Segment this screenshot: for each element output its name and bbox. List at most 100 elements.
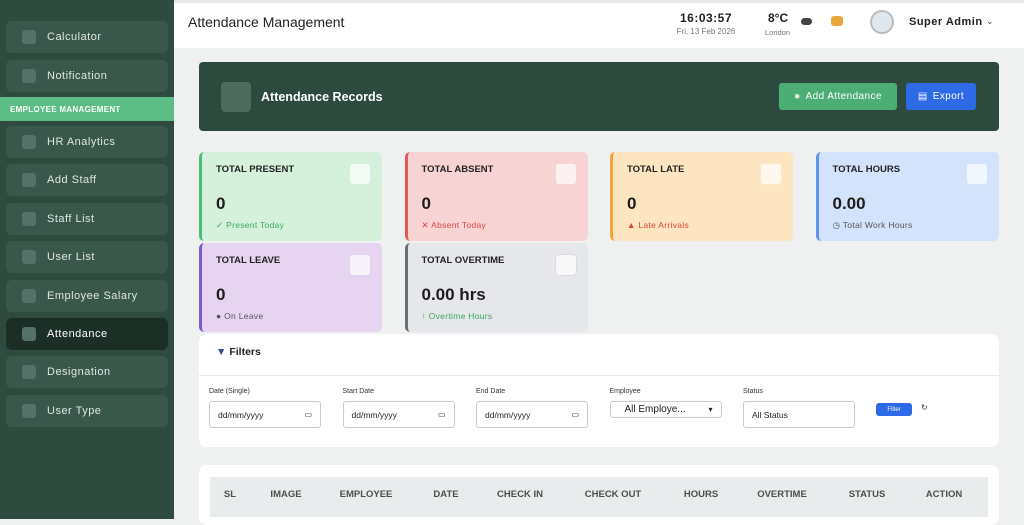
sidebar-item[interactable]: Designation <box>6 356 168 389</box>
input-value: All Employe... <box>624 404 686 415</box>
add-button[interactable]: ● Add Attendance <box>779 83 897 110</box>
button-label: Export <box>932 91 965 102</box>
input-icon: ▾ <box>708 405 713 414</box>
column-header: ACTION <box>925 489 963 500</box>
filter-button[interactable]: Filter <box>876 403 912 416</box>
sidebar-label: HR Analytics <box>47 136 116 148</box>
sidebar-label: User List <box>47 251 95 264</box>
sidebar-section: EMPLOYEE MANAGEMENT <box>0 97 174 121</box>
card-icon <box>554 163 577 185</box>
card-note: ▲ Late Arrivals <box>627 220 690 230</box>
panel-title: Attendance Records <box>261 90 383 104</box>
card-label: TOTAL ABSENT <box>421 164 494 175</box>
field-label: Status <box>743 388 763 395</box>
input-value: All Status <box>752 409 788 420</box>
card-note-text: Absent Today <box>431 220 487 230</box>
card-label: TOTAL LEAVE <box>216 255 281 266</box>
card-icon <box>349 254 371 276</box>
card-value: 0 <box>627 194 637 213</box>
filters-title-text: Filters <box>229 346 261 358</box>
stat-card: TOTAL HOURS 0.00 ◷ Total Work Hours <box>815 152 999 241</box>
filter-input[interactable]: dd/mm/yyyy ▭ <box>342 401 455 428</box>
sidebar-item[interactable]: Calculator <box>6 21 168 53</box>
clock-date: Fri, 13 Feb 2026 <box>676 27 736 36</box>
input-icon: ▭ <box>304 410 312 419</box>
sidebar-item[interactable]: Add Staff <box>6 164 168 197</box>
sidebar-icon <box>22 211 36 226</box>
stat-card: TOTAL ABSENT 0 ✕ Absent Today <box>404 152 588 241</box>
filter-input[interactable]: dd/mm/yyyy ▭ <box>476 401 588 428</box>
sidebar-icon <box>22 288 36 303</box>
sidebar-item[interactable]: User List <box>6 241 168 274</box>
card-value: 0.00 hrs <box>421 285 486 304</box>
filters-title: ▼ Filters <box>216 346 261 358</box>
card-note: ✓ Present Today <box>216 220 285 230</box>
filters-panel: ▼ Filters Filter ↻ <box>199 334 999 447</box>
sidebar-label: Add Staff <box>47 174 97 187</box>
card-note-text: Present Today <box>226 220 285 230</box>
sidebar-icon <box>22 250 36 265</box>
input-value: dd/mm/yyyy <box>218 409 264 420</box>
sidebar-item[interactable]: HR Analytics <box>6 126 168 158</box>
card-value: 0 <box>421 194 431 213</box>
reset-button[interactable]: ↻ <box>921 403 928 412</box>
column-header: SL <box>223 489 237 500</box>
top-header: Attendance Management 16:03:57 Fri, 13 F… <box>174 0 1024 48</box>
stat-card: TOTAL LATE 0 ▲ Late Arrivals <box>610 152 793 241</box>
avatar[interactable] <box>870 10 894 34</box>
sidebar-icon <box>22 327 36 341</box>
stat-card: TOTAL LEAVE 0 ● On Leave <box>199 243 382 332</box>
sidebar-icon <box>22 365 36 380</box>
field-label: End Date <box>476 388 506 395</box>
export-button[interactable]: ▤ Export <box>906 83 976 110</box>
column-header: CHECK OUT <box>584 489 642 500</box>
card-icon <box>349 163 371 185</box>
notification-icon[interactable] <box>831 16 843 26</box>
sidebar-icon <box>22 403 36 418</box>
button-label: Add Attendance <box>805 91 882 102</box>
input-value: dd/mm/yyyy <box>485 409 531 420</box>
sidebar-icon <box>22 173 36 188</box>
sidebar-label: Notification <box>47 69 108 82</box>
card-value: 0 <box>216 194 226 213</box>
sidebar-icon <box>22 135 36 149</box>
records-panel: Attendance Records ● Add Attendance ▤ Ex… <box>199 62 999 131</box>
card-icon <box>760 163 782 185</box>
sidebar-item[interactable]: Staff List <box>6 202 168 235</box>
card-value: 0.00 <box>832 194 866 213</box>
card-label: TOTAL OVERTIME <box>421 255 505 266</box>
column-header: OVERTIME <box>757 489 807 500</box>
card-note: ● On Leave <box>216 311 264 321</box>
sidebar-item[interactable]: Notification <box>6 59 168 92</box>
card-note-text: Total Work Hours <box>842 220 913 230</box>
column-header: CHECK IN <box>497 489 543 500</box>
filter-input[interactable]: dd/mm/yyyy ▭ <box>209 401 321 428</box>
card-label: TOTAL LATE <box>627 164 685 175</box>
sidebar-icon <box>22 68 36 83</box>
divider <box>199 375 999 376</box>
card-note: ↑ Overtime Hours <box>421 311 493 321</box>
page-title: Attendance Management <box>188 14 345 30</box>
dropdown-caret[interactable]: ⌄ <box>986 16 994 26</box>
sidebar-label: Employee Salary <box>47 289 138 302</box>
input-icon: ▭ <box>437 410 446 419</box>
sidebar-item[interactable]: Employee Salary <box>6 279 168 312</box>
user-menu[interactable]: Super Admin <box>909 16 983 28</box>
column-header: IMAGE <box>270 489 302 500</box>
sidebar-icon <box>22 30 36 44</box>
stat-card: TOTAL OVERTIME 0.00 hrs ↑ Overtime Hours <box>404 243 588 332</box>
filter-input[interactable]: All Status <box>743 401 855 428</box>
sidebar-label: Staff List <box>47 212 95 225</box>
filter-input[interactable]: All Employe... ▾ <box>609 401 722 418</box>
input-icon: ▭ <box>571 410 579 419</box>
weather-icon <box>801 18 812 25</box>
field-label: Employee <box>609 388 641 395</box>
field-label: Start Date <box>342 388 375 395</box>
sidebar-item[interactable]: Attendance <box>6 318 168 350</box>
sidebar-label: User Type <box>47 404 102 417</box>
stat-card: TOTAL PRESENT 0 ✓ Present Today <box>199 152 382 241</box>
sidebar-item[interactable]: User Type <box>6 394 168 427</box>
card-note-text: On Leave <box>224 311 264 321</box>
column-header: DATE <box>433 489 459 500</box>
